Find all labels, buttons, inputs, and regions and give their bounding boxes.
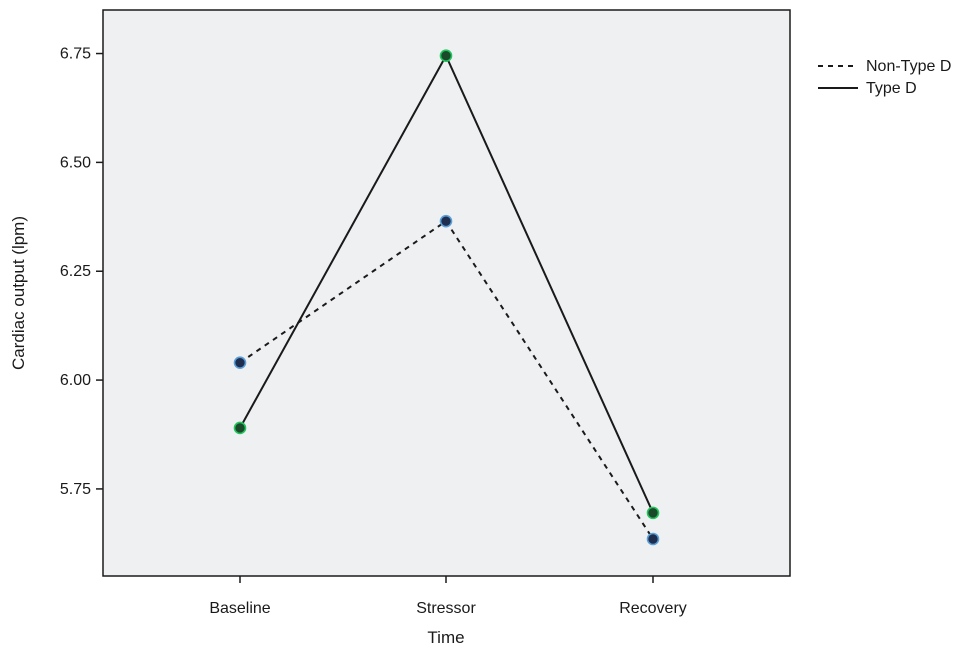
y-axis: 5.75 6.00 6.25 6.50 6.75 [60, 46, 103, 498]
data-point-non-type-d-stressor [439, 214, 453, 228]
legend-label-type-d: Type D [866, 80, 917, 97]
x-tick-label-stressor: Stressor [416, 600, 476, 617]
series-layer [233, 49, 660, 546]
y-axis-title: Cardiac output (lpm) [9, 216, 28, 370]
y-tick-label: 5.75 [60, 481, 91, 498]
x-tick-label-recovery: Recovery [619, 600, 687, 617]
y-tick-label: 6.75 [60, 46, 91, 63]
x-axis-title: Time [427, 628, 464, 647]
data-point-non-type-d-baseline [233, 356, 247, 369]
data-point-type-d-recovery [646, 506, 660, 520]
y-tick-label: 6.00 [60, 372, 91, 389]
y-tick-label: 6.25 [60, 263, 91, 280]
plot-area [102, 9, 791, 577]
x-tick-label-baseline: Baseline [209, 600, 270, 617]
series-line-non-type-d [239, 219, 654, 540]
data-point-type-d-baseline [233, 421, 247, 435]
legend-label-non-type-d: Non-Type D [866, 58, 951, 75]
data-point-non-type-d-recovery [646, 532, 660, 546]
y-tick-label: 6.50 [60, 154, 91, 171]
data-point-type-d-stressor [439, 49, 453, 63]
x-axis: Baseline Stressor Recovery [209, 576, 687, 617]
legend: Non-Type D Type D [818, 58, 951, 97]
